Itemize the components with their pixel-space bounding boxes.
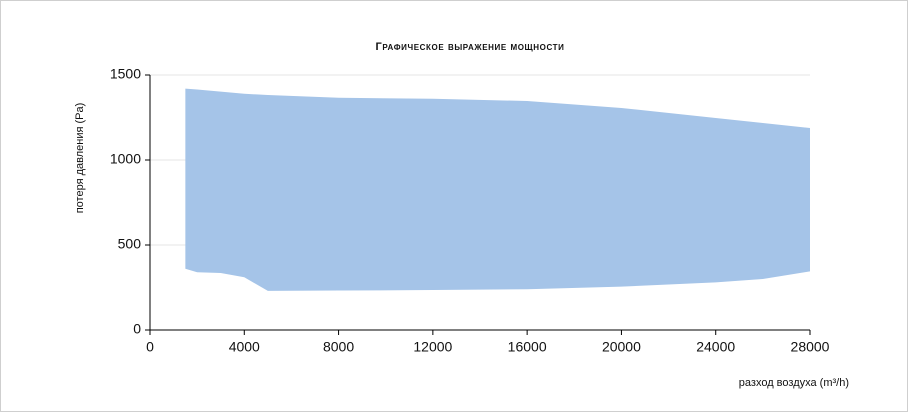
y-tick-label: 0 [133, 321, 141, 337]
x-tick-label: 4000 [229, 339, 260, 355]
y-tick-label: 1000 [110, 151, 141, 167]
chart-title: Графическое выражение мощности [375, 41, 564, 53]
x-tick-label: 20000 [602, 339, 641, 355]
x-tick-label: 12000 [413, 339, 452, 355]
x-tick-label: 28000 [791, 339, 830, 355]
x-tick-label: 8000 [323, 339, 354, 355]
y-tick-label: 1500 [110, 66, 141, 82]
x-tick-label: 16000 [508, 339, 547, 355]
x-tick-label: 0 [146, 339, 154, 355]
range-area [185, 88, 810, 291]
y-tick-label: 500 [118, 236, 142, 252]
y-axis-label: потеря давления (Pa) [74, 103, 86, 214]
x-tick-label: 24000 [696, 339, 735, 355]
x-axis-label: разход воздуха (m³/h) [739, 377, 849, 389]
